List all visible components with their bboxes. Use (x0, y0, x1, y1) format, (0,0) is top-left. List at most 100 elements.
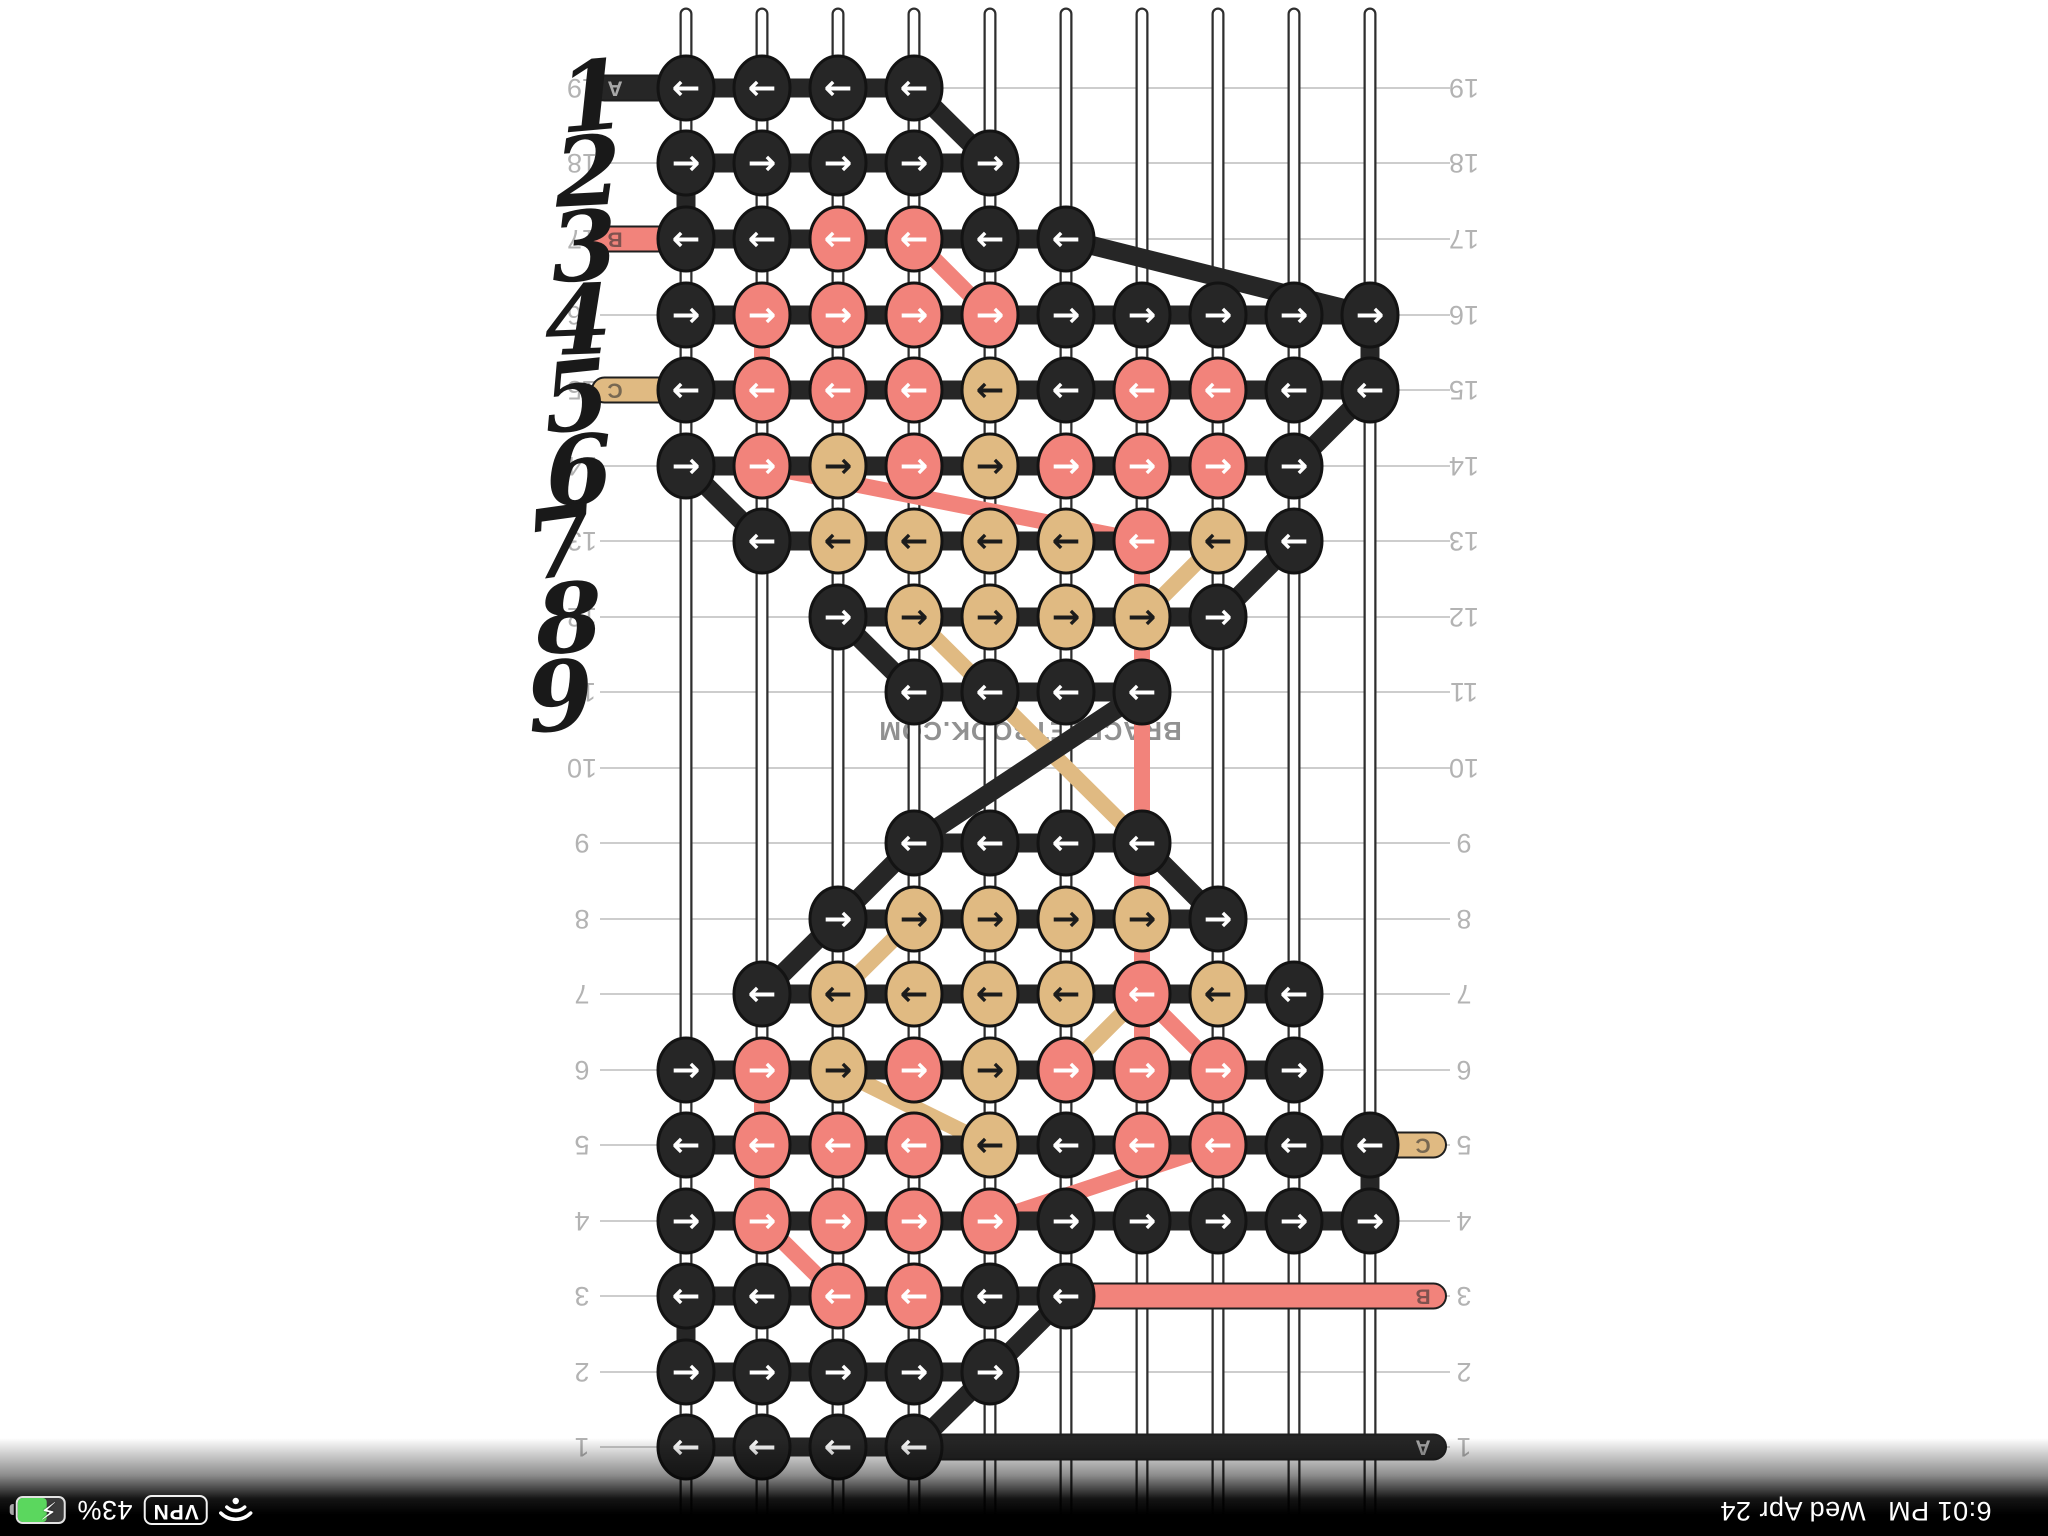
knot[interactable] (884, 129, 944, 197)
knot[interactable] (1112, 885, 1172, 953)
knot[interactable] (808, 1187, 868, 1255)
knot[interactable] (808, 129, 868, 197)
knot[interactable] (884, 809, 944, 877)
knot[interactable] (960, 1036, 1020, 1104)
knot[interactable] (884, 885, 944, 953)
knot[interactable] (1112, 960, 1172, 1028)
knot[interactable] (884, 356, 944, 424)
knot[interactable] (656, 54, 716, 122)
knot[interactable] (808, 960, 868, 1028)
knot[interactable] (732, 507, 792, 575)
knot[interactable] (1036, 507, 1096, 575)
knot[interactable] (1036, 658, 1096, 726)
knot[interactable] (732, 1187, 792, 1255)
knot[interactable] (1340, 1111, 1400, 1179)
knot[interactable] (1264, 1036, 1324, 1104)
knot[interactable] (1188, 960, 1248, 1028)
knot[interactable] (1188, 1187, 1248, 1255)
knot[interactable] (808, 507, 868, 575)
knot[interactable] (960, 432, 1020, 500)
knot[interactable] (656, 281, 716, 349)
knot[interactable] (1036, 1187, 1096, 1255)
knot[interactable] (1112, 1111, 1172, 1179)
knot[interactable] (808, 583, 868, 651)
knot[interactable] (1112, 507, 1172, 575)
knot[interactable] (732, 960, 792, 1028)
knot[interactable] (1188, 432, 1248, 500)
knot[interactable] (884, 658, 944, 726)
knot[interactable] (884, 281, 944, 349)
knot[interactable] (808, 1338, 868, 1406)
knot[interactable] (732, 129, 792, 197)
knot[interactable] (1036, 809, 1096, 877)
knot[interactable] (884, 960, 944, 1028)
knot[interactable] (884, 583, 944, 651)
knot[interactable] (884, 205, 944, 273)
knot[interactable] (732, 432, 792, 500)
knot[interactable] (1264, 1111, 1324, 1179)
knot[interactable] (808, 885, 868, 953)
knot[interactable] (1112, 658, 1172, 726)
knot[interactable] (732, 356, 792, 424)
knot[interactable] (960, 356, 1020, 424)
knot[interactable] (1036, 885, 1096, 953)
knot[interactable] (656, 1036, 716, 1104)
knot[interactable] (1112, 809, 1172, 877)
knot[interactable] (732, 1262, 792, 1330)
knot[interactable] (884, 1338, 944, 1406)
knot[interactable] (808, 356, 868, 424)
knot[interactable] (1264, 356, 1324, 424)
knot[interactable] (884, 54, 944, 122)
knot[interactable] (1264, 960, 1324, 1028)
knot[interactable] (656, 1262, 716, 1330)
knot[interactable] (732, 1036, 792, 1104)
knot[interactable] (1112, 356, 1172, 424)
knot[interactable] (960, 1187, 1020, 1255)
knot[interactable] (884, 1111, 944, 1179)
knot[interactable] (732, 1338, 792, 1406)
knot[interactable] (960, 658, 1020, 726)
knot[interactable] (732, 281, 792, 349)
knot[interactable] (1188, 507, 1248, 575)
knot[interactable] (1188, 1036, 1248, 1104)
knot[interactable] (884, 1262, 944, 1330)
knot[interactable] (808, 54, 868, 122)
knot[interactable] (960, 1111, 1020, 1179)
knot[interactable] (1112, 583, 1172, 651)
knot[interactable] (656, 432, 716, 500)
knot[interactable] (1036, 1262, 1096, 1330)
knot[interactable] (1188, 885, 1248, 953)
knot[interactable] (1112, 432, 1172, 500)
knot[interactable] (884, 1187, 944, 1255)
knot[interactable] (884, 432, 944, 500)
knot[interactable] (1036, 205, 1096, 273)
knot[interactable] (732, 54, 792, 122)
knot[interactable] (884, 1036, 944, 1104)
knot[interactable] (1340, 1187, 1400, 1255)
knot[interactable] (808, 1036, 868, 1104)
knot[interactable] (884, 507, 944, 575)
knot[interactable] (960, 1338, 1020, 1406)
knot[interactable] (1340, 281, 1400, 349)
knot[interactable] (1264, 281, 1324, 349)
knot[interactable] (1264, 507, 1324, 575)
knot[interactable] (1036, 1036, 1096, 1104)
knot[interactable] (808, 432, 868, 500)
knot[interactable] (960, 507, 1020, 575)
knot[interactable] (1036, 432, 1096, 500)
knot[interactable] (1264, 432, 1324, 500)
knot[interactable] (732, 1111, 792, 1179)
knot[interactable] (656, 205, 716, 273)
knot[interactable] (808, 1262, 868, 1330)
knot[interactable] (656, 1338, 716, 1406)
knot[interactable] (656, 129, 716, 197)
knot[interactable] (1188, 583, 1248, 651)
knot[interactable] (1036, 281, 1096, 349)
knot[interactable] (960, 960, 1020, 1028)
knot[interactable] (1036, 960, 1096, 1028)
knot[interactable] (960, 809, 1020, 877)
knot[interactable] (732, 205, 792, 273)
knot[interactable] (656, 356, 716, 424)
knot[interactable] (1264, 1187, 1324, 1255)
knot[interactable] (808, 205, 868, 273)
